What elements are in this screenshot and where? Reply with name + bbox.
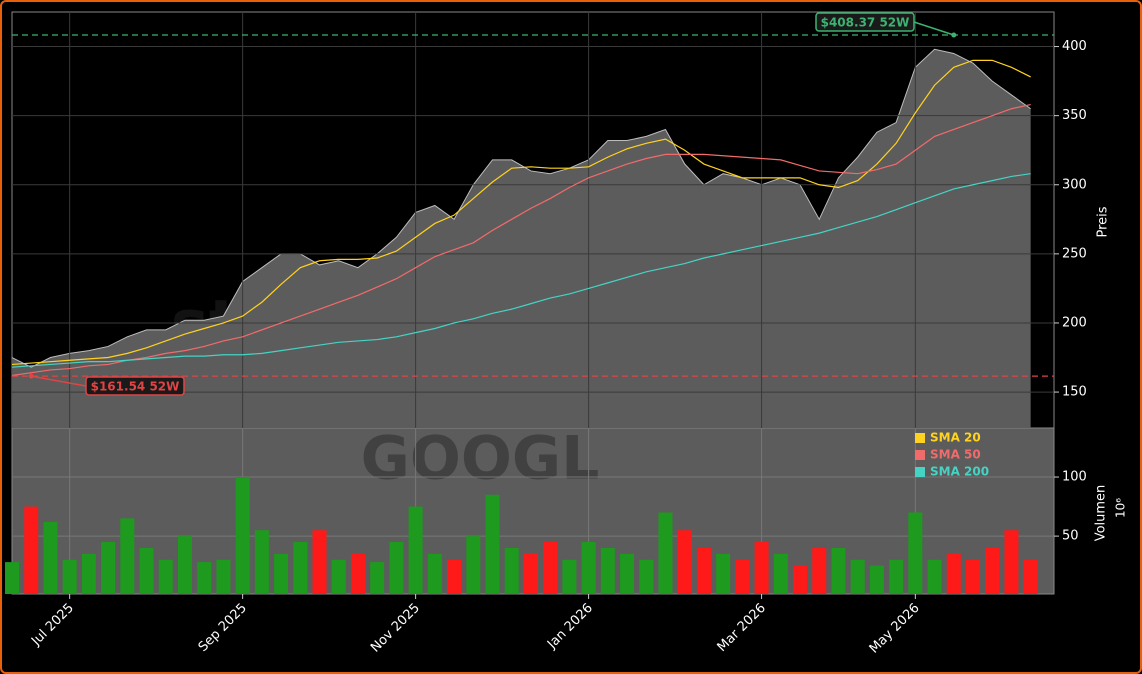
volume-bar — [139, 547, 154, 594]
volume-bar — [600, 547, 615, 594]
annotation-point — [28, 373, 34, 379]
volume-bar — [543, 542, 558, 594]
volume-bar — [350, 553, 365, 594]
y-axis-label: Volumen — [1094, 485, 1109, 542]
volume-bar — [658, 512, 673, 594]
volume-bar — [331, 559, 346, 594]
volume-bar — [312, 530, 327, 594]
volume-bar — [831, 547, 846, 594]
annotation-box — [85, 376, 185, 396]
volume-bar — [523, 553, 538, 594]
legend-swatch — [915, 467, 925, 477]
legend-swatch — [915, 433, 925, 443]
x-tick-label: Jul 2025 — [28, 601, 77, 650]
volume-bar — [427, 553, 442, 594]
volume-bar — [43, 521, 58, 594]
y-tick-label: 150 — [1062, 385, 1087, 400]
volume-bar — [447, 559, 462, 594]
volume-bar — [812, 547, 827, 594]
volume-bar — [620, 553, 635, 594]
price-line — [11, 48, 1031, 368]
volume-bar — [735, 559, 750, 594]
volume-bar — [466, 536, 481, 594]
y-scale-label: 10⁶ — [1114, 498, 1128, 518]
volume-bar — [177, 536, 192, 594]
volume-bar — [216, 559, 231, 594]
annotation-point — [951, 32, 957, 38]
y-tick-label: 400 — [1062, 39, 1087, 54]
volume-bar — [908, 512, 923, 594]
volume-bar — [1004, 530, 1019, 594]
watermark: GOOGL — [361, 424, 600, 494]
volume-bar — [389, 542, 404, 594]
sma-line — [11, 59, 1031, 366]
y-tick-label: 200 — [1062, 315, 1087, 330]
volume-bar — [81, 553, 96, 594]
annotation-arrow — [913, 21, 955, 36]
legend-label: SMA 200 — [930, 465, 989, 479]
price-area — [12, 49, 1031, 428]
volume-bar — [773, 553, 788, 594]
annotation-label: $161.54 52W — [91, 380, 180, 394]
volume-bar — [869, 565, 884, 594]
volume-bar — [1023, 559, 1038, 594]
legend-label: SMA 20 — [930, 431, 981, 445]
volume-bar — [5, 562, 19, 594]
x-tick-label: Mar 2026 — [715, 601, 769, 655]
volume-bar — [274, 553, 289, 594]
y-tick-label: 300 — [1062, 177, 1087, 192]
x-tick-label: Sep 2025 — [196, 601, 250, 655]
volume-bar — [101, 542, 116, 594]
volume-bar — [235, 477, 250, 594]
y-tick-label: 250 — [1062, 246, 1087, 261]
volume-bar — [24, 506, 39, 594]
volume-bar — [581, 542, 596, 594]
y-tick-label: 100 — [1062, 470, 1087, 485]
volume-bar — [408, 506, 423, 594]
volume-bar — [639, 559, 654, 594]
x-tick-label: Jan 2026 — [544, 601, 596, 653]
legend-swatch — [915, 450, 925, 460]
volume-bar — [197, 562, 212, 594]
legend-label: SMA 50 — [930, 448, 981, 462]
volume-bar — [62, 559, 77, 594]
x-tick-label: May 2026 — [867, 601, 923, 657]
sma-line — [11, 104, 1031, 377]
volume-bar — [293, 542, 308, 594]
y-tick-label: 350 — [1062, 108, 1087, 123]
annotation-label: $408.37 52W — [821, 16, 910, 30]
volume-bar — [562, 559, 577, 594]
annotation-arrow — [31, 375, 87, 387]
volume-bar — [946, 553, 961, 594]
y-tick-label: 50 — [1062, 529, 1079, 544]
sma-line — [11, 173, 1031, 368]
volume-bar — [158, 559, 173, 594]
volume-bar — [504, 547, 519, 594]
volume-bar — [485, 494, 500, 594]
volume-bar — [985, 547, 1000, 594]
y-axis-label: Preis — [1096, 206, 1111, 237]
volume-bar — [370, 562, 385, 594]
volume-bar — [120, 518, 135, 594]
volume-bar — [889, 559, 904, 594]
volume-bar — [716, 553, 731, 594]
volume-bar — [850, 559, 865, 594]
volume-bar — [793, 565, 808, 594]
x-tick-label: Nov 2025 — [368, 601, 423, 656]
volume-bar — [754, 542, 769, 594]
volume-bar — [966, 559, 980, 594]
volume-bar — [927, 559, 942, 594]
volume-bar — [677, 530, 692, 594]
volume-bar — [696, 547, 711, 594]
annotation-box — [815, 12, 915, 32]
volume-bar — [254, 530, 269, 594]
